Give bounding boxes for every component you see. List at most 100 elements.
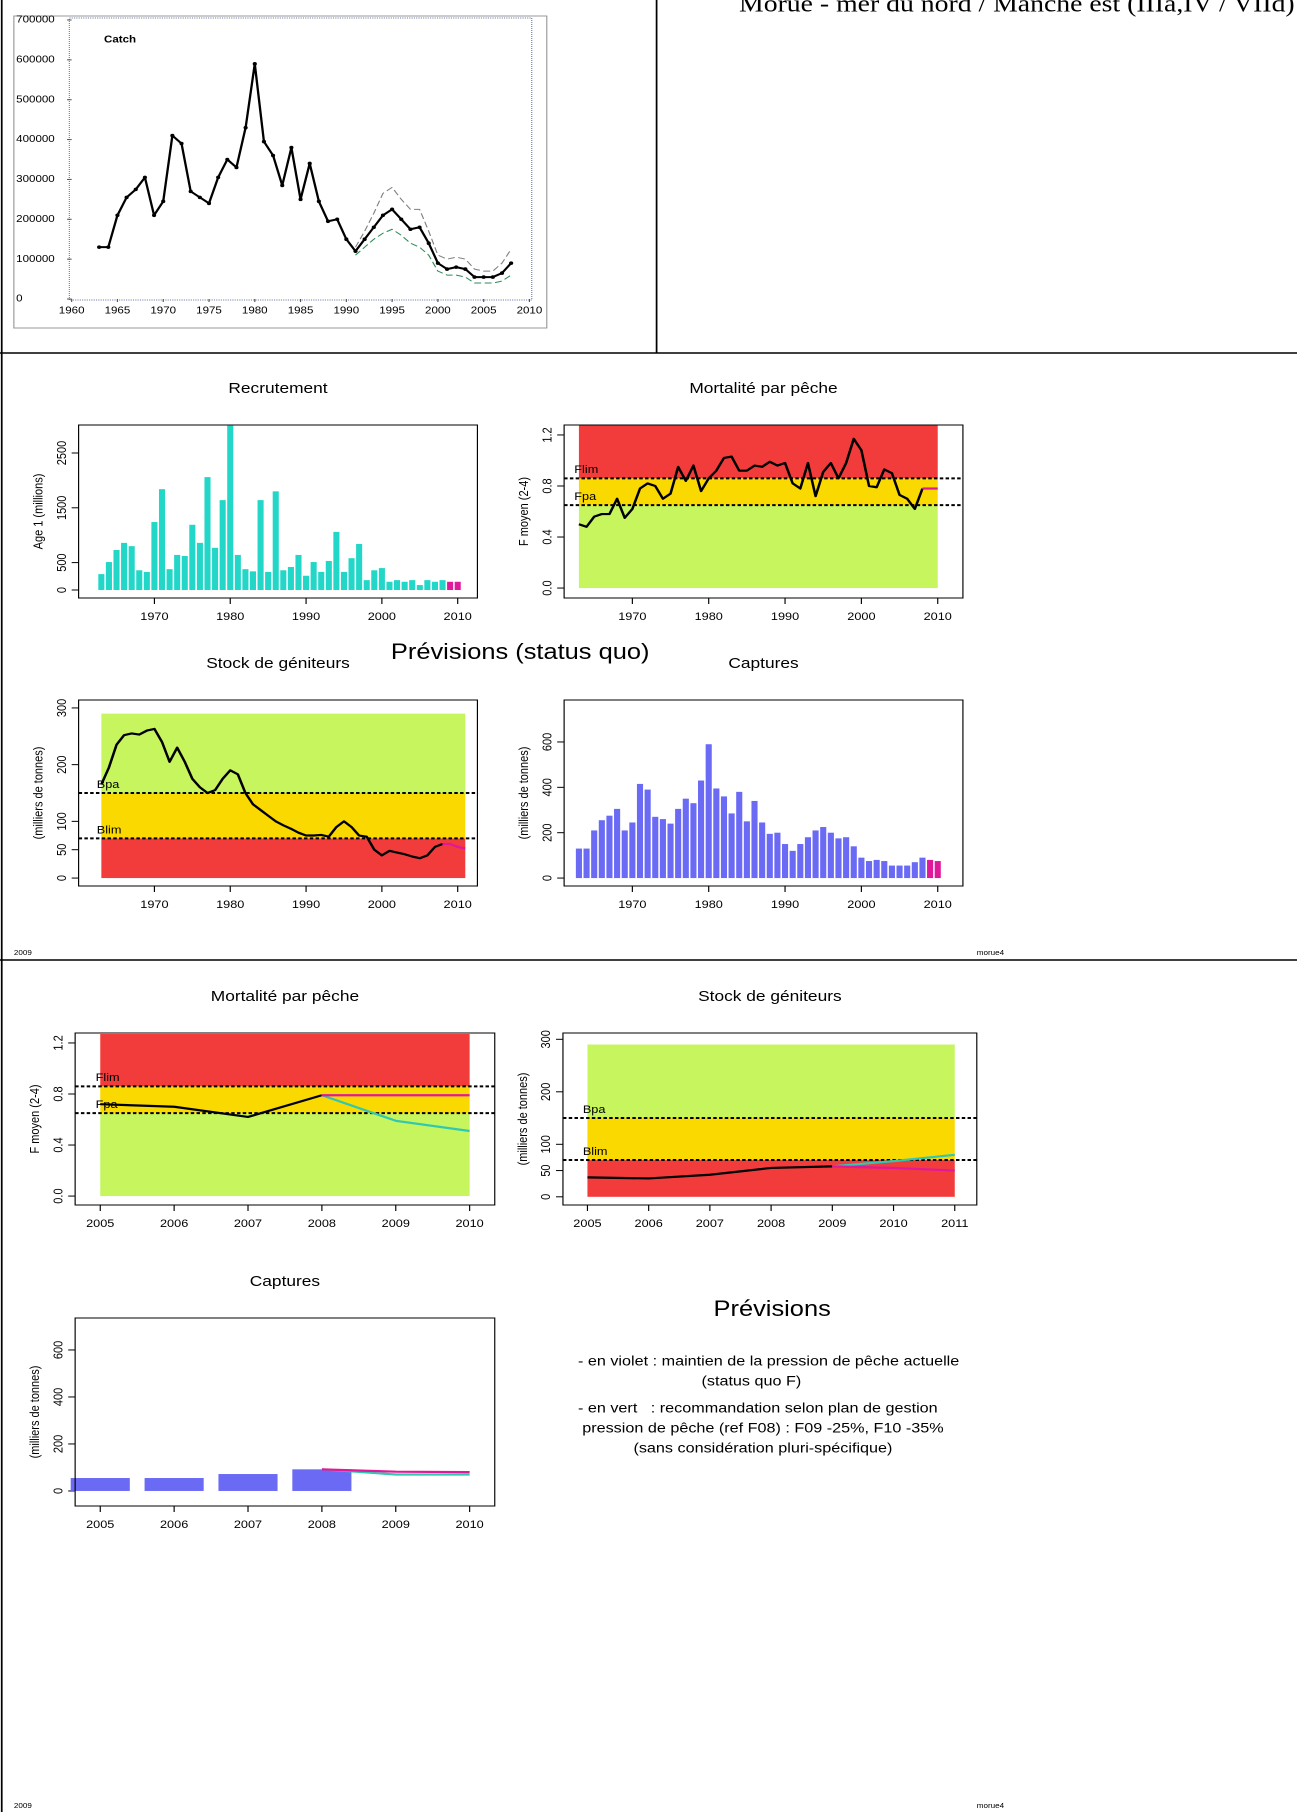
bar	[728, 813, 735, 879]
y-tick-label: 0	[538, 1193, 553, 1199]
y-tick-label: 200	[540, 823, 555, 842]
reference-label: Fpa	[574, 490, 596, 503]
point	[435, 261, 440, 265]
x-tick-label: 1975	[196, 305, 222, 316]
bar	[820, 827, 827, 879]
bar	[759, 822, 766, 879]
x-tick-label: 2010	[924, 610, 953, 623]
y-tick-label: 200	[54, 755, 69, 774]
bar	[865, 861, 873, 879]
x-tick-label: 2006	[635, 1217, 664, 1230]
bar	[105, 562, 112, 590]
point	[179, 141, 184, 146]
bar	[591, 830, 598, 879]
chart-title: Mortalité par pêche	[211, 988, 359, 1005]
bar	[614, 808, 621, 879]
point	[243, 125, 248, 130]
bar	[174, 554, 181, 590]
point	[142, 175, 147, 180]
x-tick-label: 1970	[140, 898, 169, 911]
point	[463, 267, 468, 271]
bar	[295, 554, 302, 590]
chart-title: Captures	[728, 655, 798, 672]
bar	[804, 837, 812, 879]
bar	[447, 581, 454, 590]
point	[252, 62, 257, 66]
bar	[325, 560, 332, 590]
chart-title: Catch	[104, 34, 136, 45]
point	[97, 245, 102, 249]
point	[362, 237, 367, 242]
y-tick-label: 0.4	[540, 529, 555, 545]
y-tick-label: 0	[51, 1488, 66, 1494]
bar	[919, 857, 926, 879]
bar	[189, 524, 196, 590]
bar	[667, 823, 674, 879]
point	[380, 213, 386, 218]
point	[298, 197, 303, 202]
notes-title: Prévisions	[714, 1296, 831, 1321]
y-axis-label: F moyen (2-4)	[27, 1084, 42, 1153]
bar	[401, 581, 408, 590]
bar	[257, 500, 264, 590]
x-tick-label: 2005	[573, 1217, 602, 1230]
y-tick-label: 2500	[54, 440, 69, 465]
x-tick-label: 2009	[382, 1518, 411, 1531]
bar	[835, 838, 842, 879]
bar	[196, 542, 203, 590]
bar	[356, 543, 363, 590]
bar	[265, 571, 272, 590]
bar	[659, 819, 666, 879]
y-axis-label: (milliers de tonnes)	[31, 747, 46, 840]
y-tick-label: 1500	[54, 495, 69, 520]
bar	[212, 547, 219, 590]
bar	[675, 808, 682, 879]
bar	[781, 844, 789, 879]
bar	[242, 569, 249, 590]
bar	[873, 859, 880, 879]
line	[587, 1165, 833, 1180]
bar	[424, 580, 431, 590]
point	[481, 275, 486, 279]
bar	[720, 796, 728, 879]
bar	[812, 830, 819, 879]
chart-title: Captures	[250, 1273, 320, 1290]
x-tick-label: 2010	[444, 898, 473, 911]
bar	[227, 425, 234, 590]
y-tick-label: 400	[540, 778, 555, 797]
bar	[629, 822, 636, 879]
x-tick-label: 1990	[333, 305, 359, 316]
y-axis-label: (milliers de tonnes)	[515, 1073, 530, 1166]
bar	[98, 574, 105, 590]
point	[225, 157, 230, 162]
bar	[454, 581, 461, 590]
bar	[888, 865, 895, 879]
y-tick-label: 100	[54, 812, 69, 831]
plot-box	[563, 699, 964, 887]
x-tick-label: 2008	[757, 1217, 786, 1230]
reference-label: Blim	[583, 1145, 608, 1158]
y-tick-label: 1.2	[51, 1035, 66, 1050]
y-tick-label: 100	[538, 1135, 553, 1154]
bar	[904, 865, 911, 879]
reference-label: Bpa	[583, 1103, 606, 1116]
x-tick-label: 1970	[140, 610, 169, 623]
y-tick-label: 0.4	[51, 1137, 66, 1153]
y-tick-label: 50	[54, 843, 69, 856]
x-tick-label: 1970	[618, 610, 647, 623]
note-line: pression de pêche (ref F08) : F09 -25%, …	[582, 1421, 943, 1437]
bar	[158, 489, 166, 590]
bar	[850, 846, 857, 879]
bar	[858, 857, 865, 879]
y-tick-label: 600000	[16, 54, 55, 65]
x-tick-label: 2000	[368, 610, 397, 623]
plot-box	[562, 1032, 978, 1206]
chart-title: Stock de géniteurs	[698, 988, 842, 1005]
x-tick-label: 2006	[160, 1518, 189, 1531]
y-tick-label: 0	[540, 875, 555, 881]
point	[390, 207, 395, 212]
y-tick-label: 0	[16, 293, 22, 304]
footer-year: 2009	[14, 948, 32, 956]
bar	[318, 571, 325, 590]
